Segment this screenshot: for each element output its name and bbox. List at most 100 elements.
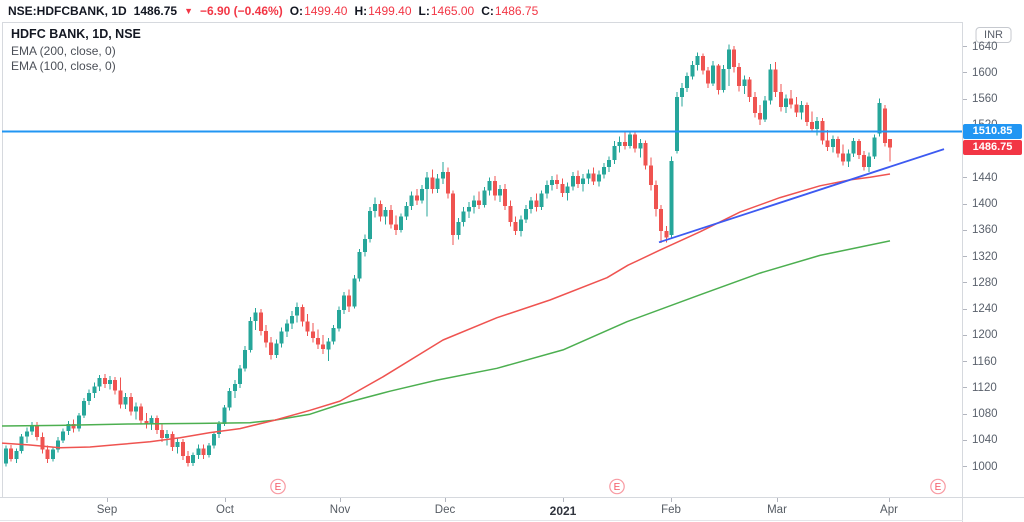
open-number: 1499.40: [304, 4, 348, 18]
candle-body: [482, 190, 487, 205]
candle-body: [170, 433, 175, 447]
legend-ema100[interactable]: EMA (100, close, 0): [11, 58, 116, 73]
candle-body: [201, 448, 206, 455]
candle-body: [607, 160, 612, 167]
low-label: L:: [418, 4, 430, 18]
earnings-circle-icon: [609, 478, 625, 495]
candle-body: [92, 386, 97, 394]
candle-body: [144, 420, 149, 425]
candle-body: [440, 172, 445, 179]
candle-body: [654, 185, 658, 209]
candle-body: [451, 193, 456, 235]
price-tick-label: 1640: [972, 40, 998, 53]
price-axis-label[interactable]: 1510.85: [963, 123, 1022, 139]
time-axis-label: Nov: [329, 504, 351, 516]
candle-body: [378, 204, 383, 217]
candle-body: [414, 195, 419, 201]
currency-badge[interactable]: INR: [975, 27, 1012, 43]
candle-body: [139, 406, 144, 421]
candle-body: [591, 173, 596, 182]
candle-body: [778, 92, 783, 108]
ema-200-line[interactable]: [1, 240, 891, 427]
ema-100-line[interactable]: [1, 173, 891, 449]
pane-border-left: [2, 22, 3, 497]
price-tick-label: 1400: [972, 198, 998, 211]
earnings-marker[interactable]: E: [930, 478, 946, 495]
price-tick: 1000: [963, 460, 1024, 474]
candle-body: [128, 397, 133, 412]
candle-body: [669, 160, 674, 236]
candle-body: [175, 441, 180, 448]
time-axis-label: Mar: [767, 504, 787, 516]
high-value: H: 1499.40: [354, 4, 411, 18]
candle-body: [674, 97, 679, 151]
time-axis[interactable]: Sep Oct Nov Dec 2021 Feb Mar Apr: [0, 498, 962, 521]
candle-body: [108, 380, 112, 384]
candle-body: [446, 172, 450, 194]
candle-body: [134, 406, 138, 412]
time-axis-label: Sep: [96, 504, 118, 516]
candle-body: [758, 113, 762, 120]
candle-body: [274, 343, 279, 356]
candle-body: [560, 183, 565, 194]
open-label: O:: [289, 4, 304, 18]
earnings-marker[interactable]: E: [609, 478, 625, 495]
price-tick: 1360: [963, 223, 1024, 237]
candle-body: [784, 98, 788, 107]
candle-body: [316, 338, 320, 345]
legend-symbol-title[interactable]: HDFC BANK, 1D, NSE: [11, 27, 141, 41]
candle-body: [331, 328, 336, 342]
time-axis-label: Apr: [880, 504, 898, 516]
tick-dash: [963, 439, 967, 441]
earnings-marker[interactable]: E: [270, 478, 286, 495]
candle-body: [149, 418, 154, 425]
symbol-interval-label[interactable]: NSE:HDFCBANK, 1D: [8, 4, 127, 18]
candle-body: [290, 315, 294, 324]
price-tick-label: 1000: [972, 460, 998, 473]
candle-body: [461, 211, 466, 222]
low-value: L: 1465.00: [419, 4, 475, 18]
candle-body: [810, 122, 814, 129]
candle-body: [295, 307, 300, 316]
candle-body: [352, 278, 357, 307]
candle-body: [872, 137, 877, 157]
earnings-circle-icon: [930, 478, 946, 495]
candle-body: [61, 431, 66, 441]
price-axis-label[interactable]: 1486.75: [963, 139, 1022, 155]
candle-body: [643, 143, 648, 166]
tick-dash: [963, 46, 967, 48]
candle-body: [238, 368, 242, 385]
candle-body: [4, 448, 8, 464]
candle-body: [76, 415, 81, 429]
candle-body: [513, 221, 518, 232]
candle-body: [357, 252, 362, 279]
candle-body: [56, 440, 60, 450]
tick-dash: [963, 361, 967, 363]
candle-body: [30, 426, 34, 432]
price-axis[interactable]: INR 164016001560152014801440140013601320…: [963, 22, 1024, 497]
candle-body: [232, 384, 237, 392]
candle-body: [622, 141, 627, 146]
price-tick-label: 1360: [972, 224, 998, 237]
month-tick: [225, 498, 226, 502]
time-axis-label: 2021: [549, 504, 577, 518]
high-number: 1499.40: [368, 4, 412, 18]
candle-body: [529, 200, 534, 209]
candle-body: [430, 177, 435, 190]
price-tick: 1640: [963, 40, 1024, 54]
price-tick: 1400: [963, 197, 1024, 211]
candle-body: [186, 456, 190, 463]
candle-body: [456, 221, 461, 235]
low-number: 1465.00: [430, 4, 475, 18]
candle-body: [222, 407, 227, 424]
month-tick: [340, 498, 341, 502]
candle-body: [555, 179, 560, 184]
legend-ema200[interactable]: EMA (200, close, 0): [11, 44, 116, 58]
trendline-drawing[interactable]: [658, 148, 945, 244]
pane-border-top: [2, 22, 962, 23]
candle-body: [368, 210, 372, 239]
candle-body: [253, 312, 258, 321]
candle-body: [14, 450, 19, 459]
